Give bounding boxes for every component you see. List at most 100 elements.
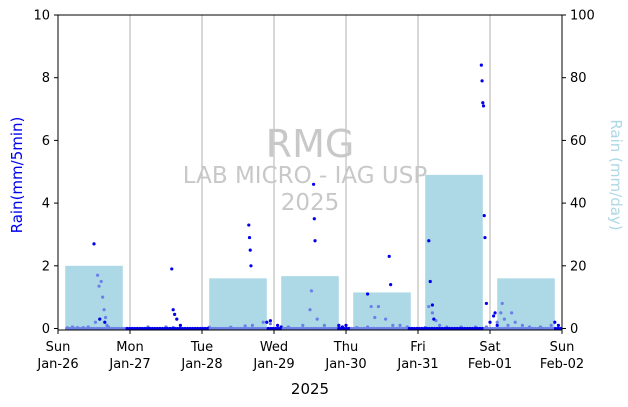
watermark: RMG LAB MICRO - IAG USP 2025 bbox=[183, 122, 428, 216]
light-point bbox=[101, 295, 105, 299]
baseline-point bbox=[407, 326, 411, 331]
baseline-point bbox=[216, 326, 220, 331]
dark-point bbox=[312, 217, 316, 221]
baseline-point bbox=[453, 326, 457, 331]
dark-point bbox=[170, 267, 174, 271]
dark-point bbox=[556, 323, 561, 327]
baseline-point bbox=[385, 326, 389, 331]
left-tick-label: 8 bbox=[42, 71, 50, 86]
baseline-point bbox=[357, 326, 361, 331]
baseline-point bbox=[233, 326, 238, 331]
baseline-point bbox=[349, 326, 353, 331]
baseline-point bbox=[85, 326, 89, 331]
dark-point bbox=[553, 320, 557, 324]
dark-point bbox=[265, 320, 269, 324]
baseline-point bbox=[72, 326, 76, 331]
dark-point bbox=[483, 235, 487, 240]
baseline-point bbox=[160, 326, 164, 331]
baseline-point bbox=[135, 326, 139, 331]
daily-bar-Jan-26 bbox=[65, 265, 123, 329]
baseline-point bbox=[342, 326, 346, 331]
baseline-point bbox=[296, 326, 301, 331]
baseline-point bbox=[294, 326, 298, 331]
baseline-point bbox=[432, 326, 437, 331]
baseline-point bbox=[264, 326, 268, 331]
dark-point bbox=[175, 317, 179, 321]
baseline-point bbox=[100, 326, 104, 331]
baseline-point bbox=[372, 326, 376, 331]
baseline-point bbox=[254, 326, 258, 331]
x-tick-date: Jan-28 bbox=[180, 357, 222, 372]
baseline-point bbox=[490, 326, 495, 331]
baseline-point bbox=[95, 326, 99, 331]
baseline-point bbox=[324, 326, 328, 331]
light-point bbox=[315, 317, 319, 321]
baseline-point bbox=[538, 326, 543, 331]
dark-point bbox=[268, 319, 272, 323]
baseline-point bbox=[329, 326, 333, 331]
baseline-point bbox=[90, 326, 94, 331]
baseline-point bbox=[120, 326, 124, 331]
baseline-point bbox=[279, 326, 283, 331]
baseline-point bbox=[380, 326, 384, 331]
baseline-point bbox=[213, 326, 217, 331]
right-tick-label: 40 bbox=[570, 197, 587, 212]
light-point bbox=[243, 324, 247, 328]
watermark-title: RMG bbox=[266, 122, 355, 166]
left-tick-label: 0 bbox=[42, 322, 50, 337]
left-y-axis: 0 2 4 6 8 10 bbox=[33, 9, 58, 337]
baseline-point bbox=[178, 326, 182, 331]
baseline-point bbox=[309, 326, 313, 331]
dark-point bbox=[366, 292, 370, 296]
baseline-point bbox=[334, 326, 338, 331]
baseline-point bbox=[400, 326, 404, 331]
light-point bbox=[99, 279, 103, 284]
x-tick-date: Jan-27 bbox=[108, 357, 150, 372]
x-tick-day: Thu bbox=[333, 340, 358, 355]
light-point bbox=[376, 304, 380, 309]
baseline-point bbox=[440, 326, 444, 331]
x-axis: Sun Jan-26 Mon Jan-27 Tue Jan-28 Wed Jan-29 Thu J… bbox=[36, 330, 584, 372]
light-point bbox=[268, 322, 272, 326]
baseline-point bbox=[168, 326, 172, 331]
baseline-point bbox=[243, 326, 248, 331]
right-y-axis: 0 20 40 60 80 100 bbox=[562, 9, 595, 337]
baseline-point bbox=[485, 326, 490, 331]
baseline-point bbox=[327, 326, 331, 331]
baseline-point bbox=[77, 326, 81, 331]
daily-bar-Feb-01 bbox=[497, 278, 555, 329]
x-tick-day: Tue bbox=[190, 340, 213, 355]
baseline-point bbox=[236, 326, 240, 331]
light-point bbox=[499, 311, 503, 315]
dark-point bbox=[387, 254, 391, 258]
baseline-point bbox=[317, 326, 321, 331]
watermark-line2: 2025 bbox=[281, 190, 340, 216]
baseline-point bbox=[286, 326, 290, 331]
baseline-point bbox=[508, 326, 512, 331]
dark-point bbox=[428, 279, 432, 284]
baseline-point bbox=[117, 326, 122, 331]
x-tick-date: Feb-01 bbox=[468, 357, 512, 372]
right-tick-label: 0 bbox=[570, 322, 578, 337]
baseline-point bbox=[536, 326, 540, 331]
dark-point bbox=[344, 323, 348, 327]
baseline-point bbox=[150, 326, 154, 331]
baseline-point bbox=[289, 326, 293, 331]
baseline-point bbox=[448, 326, 452, 331]
baseline-point bbox=[249, 326, 253, 331]
dark-point bbox=[247, 235, 252, 240]
light-point bbox=[96, 273, 100, 277]
baseline-point bbox=[390, 326, 394, 331]
right-tick-label: 100 bbox=[570, 9, 595, 24]
baseline-point bbox=[271, 326, 275, 331]
baseline-point bbox=[130, 326, 134, 331]
baseline-point bbox=[506, 326, 510, 331]
baseline-point bbox=[221, 326, 225, 331]
baseline-point bbox=[405, 326, 409, 331]
baseline-point bbox=[186, 326, 190, 331]
baseline-point bbox=[299, 326, 303, 331]
baseline-point bbox=[493, 326, 497, 331]
baseline-point bbox=[155, 326, 159, 331]
baseline-point bbox=[208, 326, 212, 331]
